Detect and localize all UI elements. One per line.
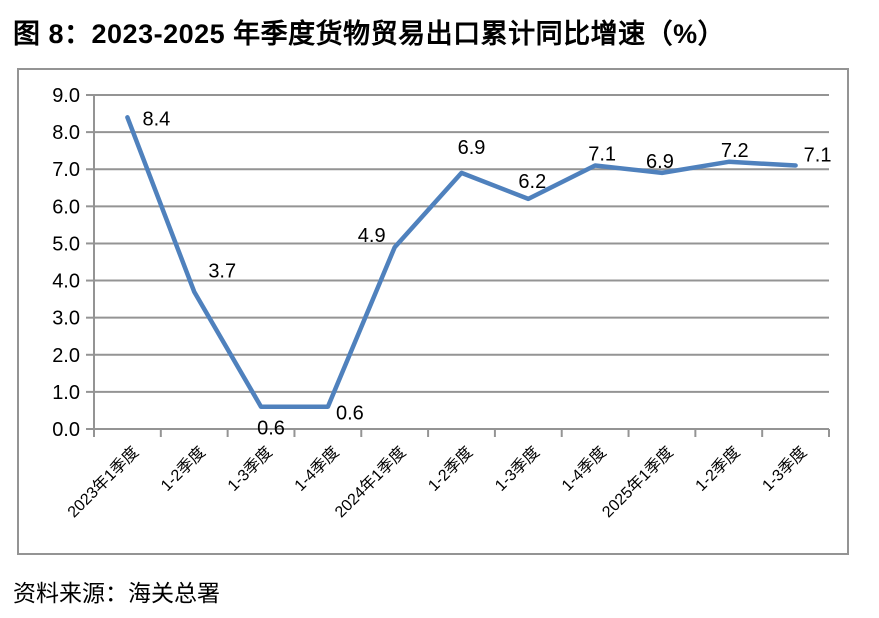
svg-text:1-3季度: 1-3季度 — [491, 443, 543, 495]
svg-text:1-4季度: 1-4季度 — [558, 443, 610, 495]
svg-text:4.0: 4.0 — [52, 271, 80, 293]
line-chart: 0.0 1.0 2.0 3.0 4.0 5.0 6.0 7.0 8.0 9.0 8.4 3.7 0.6 0… — [52, 85, 832, 521]
svg-text:5.0: 5.0 — [52, 233, 80, 255]
svg-text:7.1: 7.1 — [588, 144, 616, 166]
chart-title: 图 8：2023-2025 年季度货物贸易出口累计同比增速（%） — [13, 19, 726, 49]
svg-text:6.0: 6.0 — [52, 196, 80, 218]
svg-text:0.6: 0.6 — [336, 403, 364, 425]
svg-text:2023年1季度: 2023年1季度 — [64, 443, 142, 521]
svg-text:1-2季度: 1-2季度 — [425, 443, 477, 495]
svg-text:6.2: 6.2 — [518, 171, 546, 193]
source-note: 资料来源：海关总署 — [13, 580, 220, 606]
svg-text:7.2: 7.2 — [721, 140, 749, 162]
svg-text:8.4: 8.4 — [143, 108, 171, 130]
svg-text:0.6: 0.6 — [257, 418, 285, 440]
svg-text:1-2季度: 1-2季度 — [692, 443, 744, 495]
svg-text:9.0: 9.0 — [52, 85, 80, 107]
svg-text:2025年1季度: 2025年1季度 — [599, 443, 677, 521]
svg-text:7.1: 7.1 — [804, 145, 832, 167]
svg-text:8.0: 8.0 — [52, 122, 80, 144]
svg-text:1-3季度: 1-3季度 — [759, 443, 811, 495]
svg-text:7.0: 7.0 — [52, 159, 80, 181]
svg-text:1-4季度: 1-4季度 — [291, 443, 343, 495]
svg-text:6.9: 6.9 — [458, 137, 486, 159]
svg-text:1.0: 1.0 — [52, 382, 80, 404]
svg-text:4.9: 4.9 — [358, 225, 386, 247]
svg-text:2024年1季度: 2024年1季度 — [331, 443, 409, 521]
svg-text:6.9: 6.9 — [646, 151, 674, 173]
svg-text:3.0: 3.0 — [52, 308, 80, 330]
svg-text:1-2季度: 1-2季度 — [157, 443, 209, 495]
svg-text:2.0: 2.0 — [52, 345, 80, 367]
svg-text:1-3季度: 1-3季度 — [224, 443, 276, 495]
svg-text:3.7: 3.7 — [208, 261, 236, 283]
svg-text:0.0: 0.0 — [52, 419, 80, 441]
chart-frame: 0.0 1.0 2.0 3.0 4.0 5.0 6.0 7.0 8.0 9.0 8.4 3.7 0.6 0… — [17, 68, 849, 555]
